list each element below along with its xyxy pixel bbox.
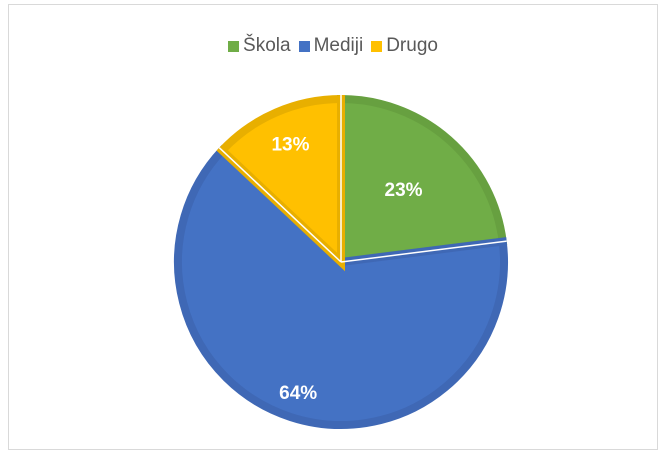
legend: Škola Mediji Drugo [9,35,657,57]
pie-slice-mediji [174,144,508,429]
legend-swatch-mediji [298,40,310,52]
legend-item-mediji: Mediji [298,35,364,57]
slice-separator-drugo [218,147,342,263]
data-label-mediji: 64% [279,383,317,404]
pie-chart: 23% 64% 13% [174,94,508,429]
legend-label-skola: Škola [243,35,291,56]
legend-label-mediji: Mediji [313,35,364,56]
legend-item-drugo: Drugo [371,35,438,57]
pie-slice-drugo [216,94,345,272]
data-label-skola: 23% [385,180,423,201]
legend-label-drugo: Drugo [386,35,438,56]
legend-swatch-skola [228,40,240,52]
legend-swatch-drugo [371,40,383,52]
pie-slice-skola [337,94,508,267]
data-label-drugo: 13% [271,134,309,155]
legend-item-skola: Škola [228,35,291,57]
chart-area: Škola Mediji Drugo 23% 64% 13% [8,4,658,450]
slice-separator-mediji [340,240,507,263]
